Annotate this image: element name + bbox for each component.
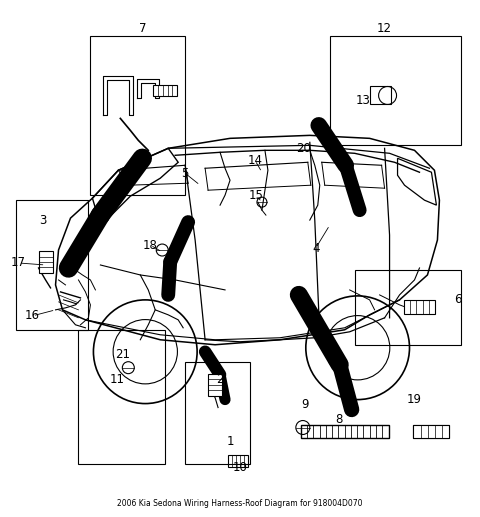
Bar [338,424,345,438]
Text: 6: 6 [455,293,462,307]
Text: 20: 20 [296,142,311,155]
Bar [345,424,351,438]
Text: 1: 1 [226,435,234,448]
Bar [357,424,363,438]
Bar [307,424,313,438]
Bar [370,424,376,438]
Text: 5: 5 [181,167,189,180]
Text: 3: 3 [39,214,46,226]
Text: 13: 13 [355,94,370,107]
Bar [413,424,449,438]
Bar [404,300,435,314]
Bar [330,36,461,145]
Bar [326,424,332,438]
Text: 4: 4 [312,241,320,254]
Bar [382,424,389,438]
Text: 21: 21 [115,348,130,361]
Text: 19: 19 [407,393,422,406]
Bar [228,455,248,467]
Text: 11: 11 [110,373,125,386]
Bar [185,362,250,464]
Bar [355,270,461,345]
Text: 16: 16 [25,309,40,322]
Bar [301,424,389,438]
Bar [376,424,382,438]
Text: 18: 18 [143,238,158,252]
Bar [16,200,88,330]
Text: 9: 9 [301,398,309,411]
Text: 17: 17 [11,256,26,269]
Text: 14: 14 [248,154,263,167]
Text: 12: 12 [377,22,392,35]
Text: 2006 Kia Sedona Wiring Harness-Roof Diagram for 918004D070: 2006 Kia Sedona Wiring Harness-Roof Diag… [117,499,363,508]
Text: 10: 10 [233,461,247,474]
Bar [313,424,320,438]
Text: 15: 15 [249,189,264,202]
Bar [153,84,177,97]
Text: 2: 2 [216,373,224,386]
Bar [332,424,338,438]
Text: 8: 8 [335,413,342,426]
Bar [78,330,165,464]
Bar [90,36,185,195]
Bar [370,86,391,104]
Bar [320,424,326,438]
Bar [363,424,370,438]
Bar [38,251,52,273]
Bar [208,374,222,396]
Bar [301,424,307,438]
Text: 7: 7 [139,22,146,35]
Bar [413,424,449,438]
Bar [351,424,357,438]
